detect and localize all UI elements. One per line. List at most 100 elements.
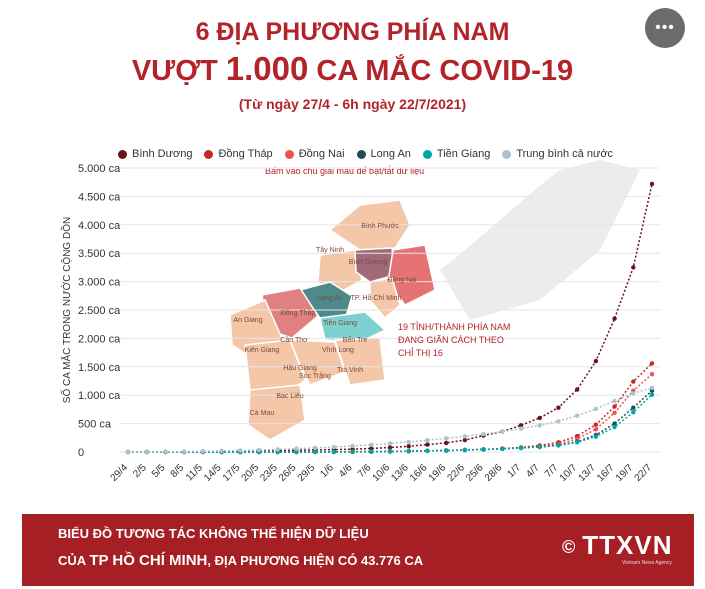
data-point [649, 385, 655, 391]
map-region [333, 337, 386, 386]
legend-dot-icon [204, 149, 214, 159]
data-point [556, 443, 561, 448]
data-point [387, 445, 393, 450]
more-horizontal-icon: ••• [655, 19, 675, 36]
map-label: Bạc Liêu [276, 393, 303, 400]
map-note: CHỈ THỊ 16 [398, 347, 443, 358]
data-point [331, 449, 337, 455]
data-point [406, 449, 411, 454]
map-illustration [229, 160, 640, 441]
map-label: Đồng Tháp [281, 308, 316, 317]
data-point [537, 423, 542, 428]
data-point [294, 449, 299, 455]
data-point [537, 444, 542, 450]
data-point [518, 426, 524, 431]
x-tick-label: 4/6 [337, 462, 355, 480]
data-point [387, 449, 393, 454]
legend-item[interactable]: Long An [356, 148, 411, 160]
data-point [612, 404, 617, 409]
data-point [163, 449, 168, 454]
map-label: Sóc Trăng [299, 373, 331, 380]
data-point [500, 429, 505, 434]
data-point [312, 449, 318, 455]
x-tick-label: 11/5 [184, 462, 205, 483]
data-point [256, 447, 262, 453]
logo-text: TTXVN [582, 530, 673, 560]
map-label: Kiên Giang [245, 347, 280, 354]
map-label: Bến Tre [343, 335, 368, 344]
x-tick-label: 29/4 [109, 462, 131, 484]
map-note: ĐANG GIÃN CÁCH THEO [398, 335, 504, 345]
legend-label: Long An [370, 148, 411, 160]
x-tick-label: 8/5 [169, 462, 187, 480]
data-point [593, 434, 599, 439]
data-point [612, 398, 617, 404]
map-background [440, 160, 640, 320]
data-point [500, 446, 505, 452]
data-point [219, 448, 224, 454]
data-point [443, 436, 449, 441]
x-tick-label: 14/5 [202, 462, 224, 484]
data-point [649, 361, 655, 366]
series-line [128, 362, 653, 453]
map-label: Vĩnh Long [322, 347, 354, 354]
y-tick-label: 1.000 ca [78, 390, 121, 402]
chart-title-line2: VƯỢT 1.000 CA MẮC COVID-19 [0, 50, 705, 88]
footer-highlight: TP HỒ CHÍ MINH [89, 552, 208, 569]
data-point [125, 449, 131, 455]
legend-label: Đồng Tháp [218, 148, 273, 160]
map-label: TP. Hồ Chí Minh [351, 293, 402, 302]
more-options-button[interactable]: ••• [645, 8, 685, 48]
x-tick-label: 25/6 [464, 462, 486, 484]
x-tick-label: 19/6 [427, 462, 449, 484]
chart-legend: Bình Dương Đồng Tháp Đồng Nai Long An Tiền G… [118, 148, 613, 160]
data-point [369, 449, 374, 454]
y-tick-label: 0 [78, 447, 84, 459]
legend-item[interactable]: Trung bình cả nước [502, 148, 613, 160]
data-point [425, 442, 430, 447]
map-region [288, 339, 346, 386]
data-point [200, 449, 206, 454]
data-point [574, 387, 580, 392]
logo-subtitle: Vietnam News Agency [622, 560, 672, 566]
data-point [238, 448, 243, 453]
data-point [331, 444, 337, 450]
x-tick-label: 10/7 [558, 462, 580, 484]
data-point [181, 449, 187, 454]
y-tick-label: 4.000 ca [78, 220, 121, 232]
legend-label: Bình Dương [132, 148, 193, 160]
legend-item[interactable]: Tiền Giang [422, 148, 491, 160]
chart-title-line1: 6 ĐỊA PHƯƠNG PHÍA NAM [195, 18, 510, 46]
data-point [556, 405, 561, 410]
map-label: Bình Phước [361, 223, 399, 230]
x-tick-label: 16/6 [408, 462, 430, 484]
footer-line1: BIỂU ĐỒ TƯƠNG TÁC KHÔNG THỂ HIỆN DỮ LIỆU [58, 526, 369, 541]
data-point [593, 358, 599, 364]
legend-item[interactable]: Đồng Nai [284, 148, 345, 160]
map-label: Long An [317, 295, 343, 302]
x-tick-label: 28/6 [483, 462, 505, 484]
data-point [593, 406, 599, 412]
data-point [481, 447, 486, 452]
footer-line2-a: CỦA [58, 553, 86, 568]
line-chart: 0 500 ca 1.000 ca 1.500 ca 2.000 ca 2.500 ca 3… [59, 160, 660, 484]
data-point [387, 441, 393, 446]
title-pre: VƯỢT [131, 55, 218, 87]
data-point [612, 421, 617, 426]
data-point [612, 316, 617, 321]
data-point [631, 379, 636, 384]
data-point [649, 181, 655, 187]
chart-subtitle: (Từ ngày 27/4 - 6h ngày 22/7/2021) [238, 96, 467, 112]
map-region [319, 311, 387, 343]
map-label: Hậu Giang [283, 365, 317, 372]
legend-dot-icon [118, 149, 127, 159]
data-point [425, 437, 430, 443]
map-note: 19 TỈNH/THÀNH PHÍA NAM [398, 321, 510, 332]
data-point [574, 413, 580, 418]
legend-item[interactable]: Bình Dương [118, 148, 192, 160]
map-label: Trà Vinh [337, 367, 363, 374]
legend-label: Tiền Giang [436, 148, 491, 160]
legend-item[interactable]: Đồng Tháp [204, 148, 273, 160]
legend-dot-icon [356, 149, 366, 159]
legend-dot-icon [284, 149, 294, 159]
